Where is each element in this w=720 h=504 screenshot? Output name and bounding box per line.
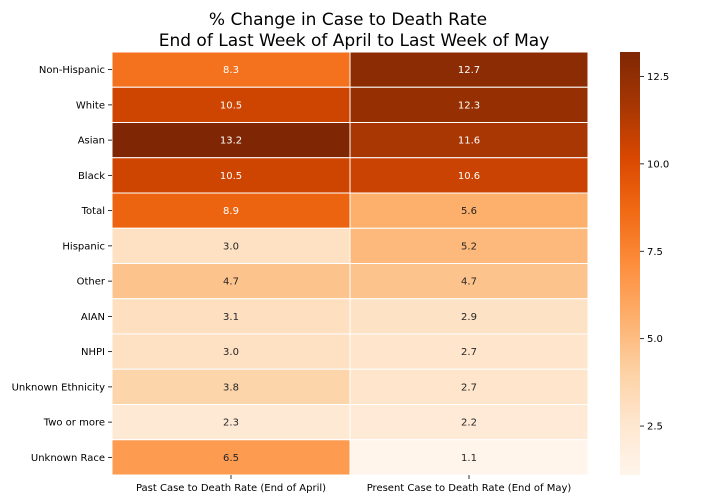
cell-value-label: 2.2 bbox=[461, 418, 477, 429]
y-tick-label: Two or more bbox=[43, 418, 105, 429]
y-tick-label: Hispanic bbox=[62, 241, 105, 252]
chart-title-line-2: End of Last Week of April to Last Week o… bbox=[159, 31, 550, 51]
y-tick-label: Asian bbox=[78, 136, 105, 147]
heatmap-cell bbox=[111, 86, 351, 123]
y-tick-label: Black bbox=[78, 171, 105, 182]
cell-value-label: 11.6 bbox=[458, 136, 480, 147]
y-tick-label: AIAN bbox=[81, 312, 105, 323]
cell-value-label: 8.3 bbox=[223, 65, 239, 76]
cell-value-label: 10.6 bbox=[458, 171, 480, 182]
colorbar-tick-label: 10.0 bbox=[647, 159, 669, 170]
y-tick-label: Unknown Ethnicity bbox=[12, 382, 105, 393]
cell-value-label: 5.2 bbox=[461, 241, 477, 252]
cell-value-label: 4.7 bbox=[223, 277, 239, 288]
colorbar-tick-label: 5.0 bbox=[647, 334, 663, 345]
heatmap-cell bbox=[111, 51, 351, 88]
y-tick-label: Total bbox=[81, 206, 105, 217]
chart-title-line-1: % Change in Case to Death Rate bbox=[209, 10, 487, 30]
cell-value-label: 3.0 bbox=[223, 347, 239, 358]
heatmap-cell bbox=[349, 368, 589, 405]
cell-value-label: 3.1 bbox=[223, 312, 239, 323]
colorbar bbox=[620, 52, 640, 475]
y-tick-label: White bbox=[76, 100, 105, 111]
heatmap-cell bbox=[349, 51, 589, 88]
cell-value-label: 10.5 bbox=[220, 100, 242, 111]
cell-value-label: 4.7 bbox=[461, 277, 477, 288]
x-tick-label: Past Case to Death Rate (End of April) bbox=[136, 483, 326, 494]
y-axis-tick-labels: Non-Hispanic White Asian Black Total Hispanic… bbox=[12, 65, 112, 464]
cell-value-label: 12.3 bbox=[458, 100, 480, 111]
heatmap-cell bbox=[349, 86, 589, 123]
heatmap-cell bbox=[349, 298, 589, 335]
cell-value-label: 3.0 bbox=[223, 241, 239, 252]
y-tick-label: Other bbox=[77, 277, 106, 288]
x-axis-tick-labels: Past Case to Death Rate (End of April) Pr… bbox=[136, 475, 571, 494]
cell-value-label: 12.7 bbox=[458, 65, 480, 76]
heatmap-cell bbox=[349, 227, 589, 264]
colorbar-ticks: 2.5 5.0 7.5 10.0 12.5 bbox=[640, 72, 669, 433]
heatmap-cell bbox=[349, 263, 589, 300]
cell-value-label: 2.9 bbox=[461, 312, 477, 323]
cell-value-label: 8.9 bbox=[223, 206, 239, 217]
cell-value-label: 2.7 bbox=[461, 382, 477, 393]
cell-value-label: 2.3 bbox=[223, 418, 239, 429]
heatmap-cell bbox=[349, 439, 589, 476]
y-tick-label: NHPI bbox=[81, 347, 105, 358]
colorbar-tick-label: 12.5 bbox=[647, 72, 669, 83]
heatmap-cell bbox=[349, 404, 589, 441]
heatmap-cell bbox=[349, 192, 589, 229]
heatmap-cell bbox=[349, 333, 589, 370]
cell-value-label: 10.5 bbox=[220, 171, 242, 182]
cell-value-label: 5.6 bbox=[461, 206, 477, 217]
cell-value-label: 13.2 bbox=[220, 136, 242, 147]
heatmap-cell bbox=[111, 404, 351, 441]
x-tick-label: Present Case to Death Rate (End of May) bbox=[367, 483, 572, 494]
y-tick-label: Unknown Race bbox=[31, 453, 105, 464]
cell-value-label: 3.8 bbox=[223, 382, 239, 393]
heatmap-cell bbox=[111, 368, 351, 405]
colorbar-tick-label: 7.5 bbox=[647, 247, 663, 258]
heatmap-cell bbox=[349, 157, 589, 194]
cell-value-label: 1.1 bbox=[461, 453, 477, 464]
heatmap-cell bbox=[349, 122, 589, 159]
y-tick-label: Non-Hispanic bbox=[39, 65, 105, 76]
heatmap-cells: 8.3 12.7 10.5 12.3 13.2 11.6 10.5 10.6 8.9 5.6 3.0… bbox=[111, 51, 589, 476]
heatmap-cell bbox=[111, 439, 351, 476]
colorbar-tick-label: 2.5 bbox=[647, 422, 663, 433]
cell-value-label: 2.7 bbox=[461, 347, 477, 358]
cell-value-label: 6.5 bbox=[223, 453, 239, 464]
